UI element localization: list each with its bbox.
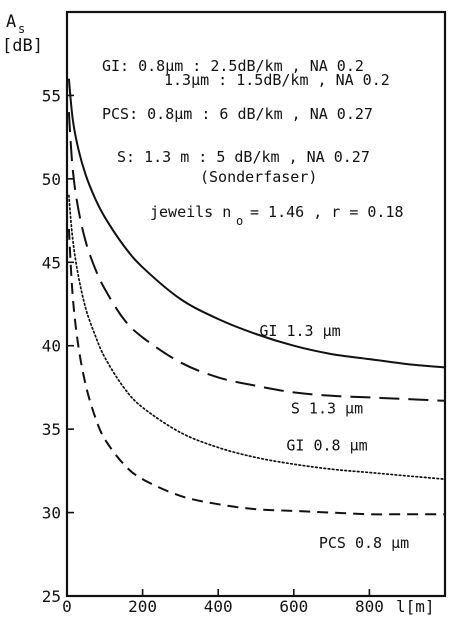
series-line-s-1-3-m (67, 112, 446, 402)
annotation-s-note: (Sonderfaser) (200, 168, 317, 186)
y-axis-unit: [dB] (2, 36, 43, 56)
y-tick-label: 40 (42, 337, 61, 356)
annotation-pcs: PCS: 0.8μm : 6 dB/km , NA 0.27 (102, 105, 373, 123)
x-tick-label: 400 (204, 597, 233, 616)
annotation-s: S: 1.3 m : 5 dB/km , NA 0.27 (117, 148, 370, 166)
curve-label-1: S 1.3 μm (291, 399, 363, 417)
y-tick-label: 25 (42, 587, 61, 606)
x-tick-label: 600 (279, 597, 308, 616)
x-tick-label: 0 (62, 597, 72, 616)
plot-frame (65, 10, 447, 598)
x-axis-label: l[m] (396, 597, 435, 616)
curve-label-0: GI 1.3 μm (259, 322, 340, 340)
y-axis-label: A (6, 12, 16, 32)
y-tick-label: 55 (42, 86, 61, 105)
y-tick-label: 45 (42, 253, 61, 272)
series-line-gi-0-8-m (68, 194, 446, 481)
x-tick-label: 200 (128, 597, 157, 616)
annotation-gi-line2: 1.3μm : 1.5dB/km , NA 0.2 (164, 71, 390, 89)
annotation-jeweils-rest: = 1.46 , r = 0.18 (250, 203, 404, 221)
annotation-jeweils-subscript: o (236, 214, 243, 228)
curve-label-3: PCS 0.8 μm (319, 534, 409, 552)
y-tick-label: 50 (42, 170, 61, 189)
annotation-gi-line1: GI: 0.8μm : 2.5dB/km , NA 0.2 (102, 57, 364, 75)
y-axis-label-subscript: s (18, 22, 25, 36)
x-tick-label: 800 (355, 597, 384, 616)
series-line-pcs-0-8-m (67, 228, 445, 516)
annotation-jeweils: jeweils n (150, 203, 231, 221)
curve-label-2: GI 0.8 μm (286, 437, 367, 455)
y-tick-label: 30 (42, 504, 61, 523)
y-tick-label: 35 (42, 420, 61, 439)
series-line-gi-1-3-m (67, 78, 446, 369)
